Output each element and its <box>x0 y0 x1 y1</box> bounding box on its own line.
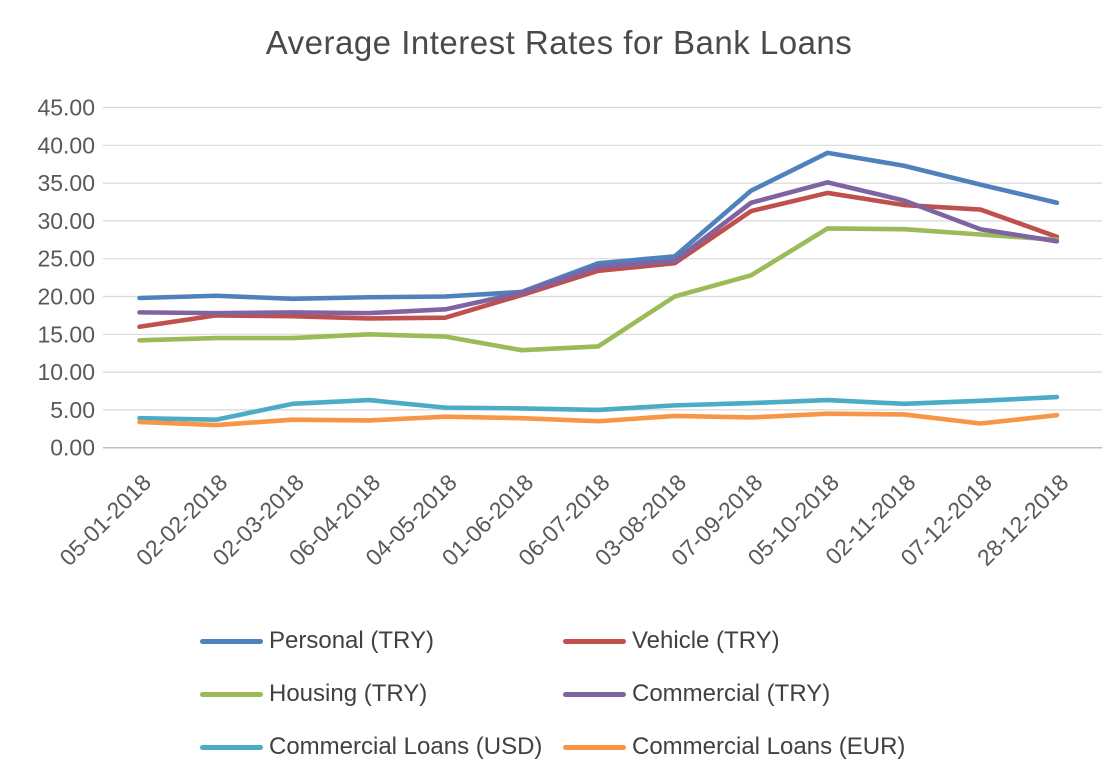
series-line-Commercial Loans (USD) <box>137 394 1060 423</box>
y-axis-tick-label: 0.00 <box>50 435 95 461</box>
series-line-Commercial (TRY) <box>137 180 1060 316</box>
series-line-Personal (TRY) <box>137 150 1060 302</box>
y-axis-tick-label: 30.00 <box>37 208 95 234</box>
y-axis-tick-label: 25.00 <box>37 246 95 272</box>
y-axis-tick-label: 20.00 <box>37 284 95 310</box>
y-axis-tick-label: 5.00 <box>50 397 95 423</box>
y-axis-tick-label: 15.00 <box>37 321 95 347</box>
chart-title: Average Interest Rates for Bank Loans <box>265 24 853 61</box>
y-axis-tick-label: 10.00 <box>37 359 95 385</box>
y-axis-tick-label: 40.00 <box>37 132 95 158</box>
series-line-Housing (TRY) <box>137 226 1060 353</box>
y-axis-tick-label: 35.00 <box>37 170 95 196</box>
y-axis-tick-label: 45.00 <box>37 95 95 121</box>
series-line-Commercial Loans (EUR) <box>137 411 1060 428</box>
series-line-Vehicle (TRY) <box>137 190 1060 330</box>
